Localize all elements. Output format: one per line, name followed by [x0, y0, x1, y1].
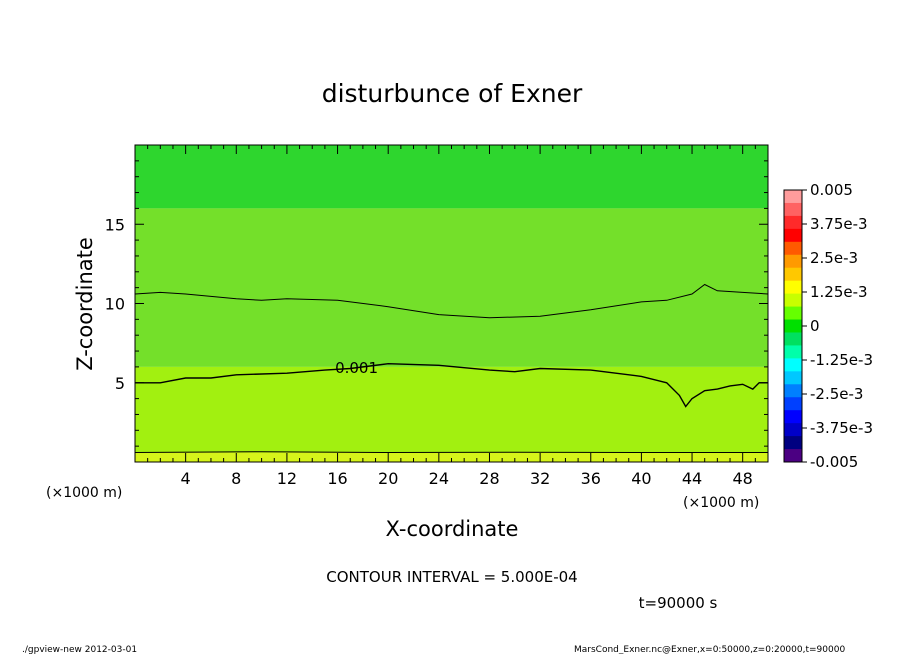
x-unit-label-right: (×1000 m) [683, 495, 759, 511]
colorbar-segment [784, 319, 802, 333]
footer-right: MarsCond_Exner.nc@Exner,x=0:50000,z=0:20… [574, 645, 845, 654]
contour-fill-regions [135, 145, 768, 462]
y-axis-ticks: 5 10 15 [105, 160, 768, 447]
colorbar-segment [784, 280, 802, 295]
x-tick-label: 32 [530, 469, 550, 488]
colorbar-tick-label: 0.005 [810, 181, 853, 199]
x-tick-label: 16 [327, 469, 347, 488]
contour-region-2 [135, 366, 768, 453]
contour-region-3 [135, 452, 768, 462]
x-tick-label: 12 [277, 469, 297, 488]
contour-line-1e-3 [135, 362, 768, 408]
colorbar-tick-label: 0 [810, 317, 820, 335]
time-text: t=90000 s [639, 594, 718, 612]
colorbar-segment [784, 306, 802, 321]
x-axis-ticks: 4 8 12 16 20 24 28 32 36 40 44 48 [147, 145, 756, 488]
colorbar-tick-label: 2.5e-3 [810, 249, 858, 267]
colorbar-segment [784, 436, 802, 450]
colorbar-segment [784, 241, 802, 256]
colorbar-segment [784, 358, 802, 372]
x-axis-label: X-coordinate [386, 517, 519, 541]
y-tick-label: 5 [115, 374, 125, 393]
footer-left: ./gpview-new 2012-03-01 [22, 645, 137, 654]
colorbar-segment [784, 423, 802, 437]
colorbar-segment [784, 215, 802, 230]
contour-line-1p5e-3 [135, 451, 768, 454]
colorbar-segment [784, 267, 802, 282]
contour-region-1 [135, 208, 768, 367]
y-tick-label: 15 [105, 215, 125, 234]
contour-label: 0.001 [335, 359, 378, 377]
colorbar-tick-label: 1.25e-3 [810, 283, 868, 301]
x-tick-label: 48 [733, 469, 753, 488]
y-axis-label: Z-coordinate [73, 237, 97, 371]
x-tick-label: 4 [181, 469, 191, 488]
contour-interval-text: CONTOUR INTERVAL = 5.000E-04 [326, 568, 577, 586]
colorbar-tick-labels: 0.005 3.75e-3 2.5e-3 1.25e-3 0 -1.25e-3 -2.5e-… [802, 181, 873, 471]
colorbar-segment [784, 202, 802, 217]
colorbar-segment [784, 384, 802, 398]
colorbar-segment [784, 397, 802, 411]
x-tick-label: 24 [429, 469, 449, 488]
colorbar-tick-label: -3.75e-3 [810, 419, 873, 437]
x-tick-label: 20 [378, 469, 398, 488]
contour-region-0 [135, 145, 768, 209]
x-tick-label: 44 [682, 469, 702, 488]
colorbar-segment [784, 228, 802, 243]
contour-line-5e-4 [135, 283, 768, 319]
colorbar-tick-label: -2.5e-3 [810, 385, 863, 403]
colorbar-segment [784, 332, 802, 346]
chart-title: disturbunce of Exner [322, 79, 583, 108]
colorbar-tick-label: 3.75e-3 [810, 215, 868, 233]
x-unit-label-left: (×1000 m) [46, 485, 122, 501]
x-tick-label: 36 [581, 469, 601, 488]
colorbar-tick-label: -0.005 [810, 453, 858, 471]
colorbar-segment [784, 449, 802, 463]
colorbar-segment [784, 190, 802, 204]
colorbar-segment [784, 345, 802, 359]
colorbar-segment [784, 371, 802, 385]
contour-lines: 0.001 [135, 283, 768, 454]
y-tick-label: 10 [105, 295, 125, 314]
colorbar-segment [784, 410, 802, 424]
x-tick-label: 40 [631, 469, 651, 488]
colorbar-segment [784, 254, 802, 269]
colorbar [783, 189, 803, 463]
x-tick-label: 8 [231, 469, 241, 488]
colorbar-tick-label: -1.25e-3 [810, 351, 873, 369]
x-tick-label: 28 [479, 469, 499, 488]
colorbar-segment [784, 293, 802, 308]
